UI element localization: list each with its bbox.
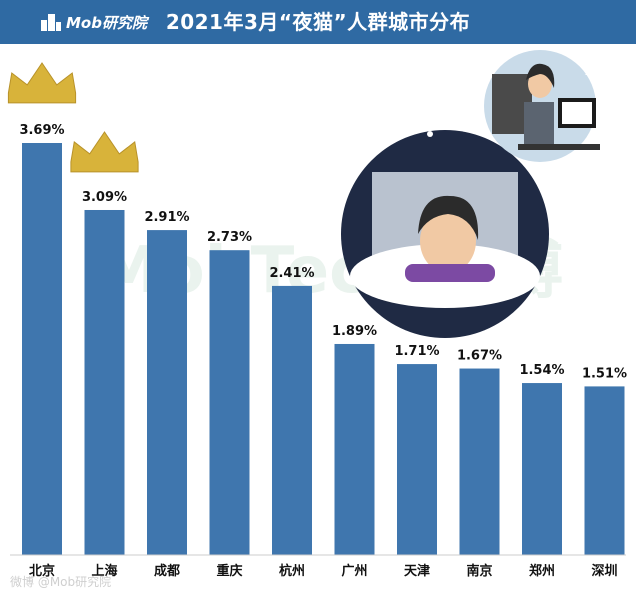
category-label-5: 广州 (341, 563, 367, 579)
data-label-0: 3.69% (19, 123, 64, 138)
data-label-7: 1.67% (457, 349, 502, 364)
category-label-1: 上海 (91, 563, 117, 579)
bar-chart: MobTech 袤博 3.69%北京3.09%上海2.91%成都2.73%重庆2… (7, 50, 627, 589)
bar-1 (84, 209, 125, 555)
night-owl-illustration (341, 120, 549, 338)
crown-icon (7, 62, 77, 104)
header-bar: Mob研究院 2021年3月“夜猫”人群城市分布 (0, 0, 636, 44)
data-label-9: 1.51% (582, 366, 627, 381)
data-label-1: 3.09% (82, 190, 127, 205)
chart-title: 2021年3月“夜猫”人群城市分布 (165, 10, 471, 34)
bar-8 (522, 383, 562, 555)
category-label-6: 天津 (404, 563, 430, 579)
data-label-2: 2.91% (144, 210, 189, 225)
category-label-7: 南京 (466, 563, 492, 579)
bar-4 (272, 285, 312, 555)
data-label-5: 1.89% (332, 324, 377, 339)
bar-5 (334, 343, 375, 555)
category-label-2: 成都 (154, 563, 180, 579)
footer-watermark: 微博 @Mob研究院 (10, 574, 111, 589)
data-label-4: 2.41% (269, 266, 314, 281)
bars-group: 3.69% 北京 3.09% 上海 2.91% 成都 2.73% 重庆 2.41% 杭州 1.89%… (7, 62, 627, 579)
bar-2 (147, 230, 187, 556)
category-label-9: 深圳 (591, 563, 617, 579)
bar-0 (22, 143, 62, 555)
bar-7 (459, 368, 500, 555)
category-label-4: 杭州 (279, 563, 305, 579)
data-label-3: 2.73% (207, 230, 252, 245)
crown-icon (70, 131, 139, 173)
mob-logo: Mob研究院 (40, 9, 147, 35)
building-icon (41, 14, 61, 31)
category-label-0: 北京 (29, 563, 55, 579)
data-label-6: 1.71% (394, 344, 439, 359)
category-label-8: 郑州 (529, 563, 555, 579)
bar-9 (584, 386, 625, 555)
desk-illustration (484, 50, 604, 162)
data-label-8: 1.54% (519, 363, 564, 378)
logo-text: Mob研究院 (66, 13, 147, 32)
bar-6 (397, 364, 437, 555)
category-label-3: 重庆 (216, 563, 242, 579)
bar-3 (209, 250, 250, 555)
